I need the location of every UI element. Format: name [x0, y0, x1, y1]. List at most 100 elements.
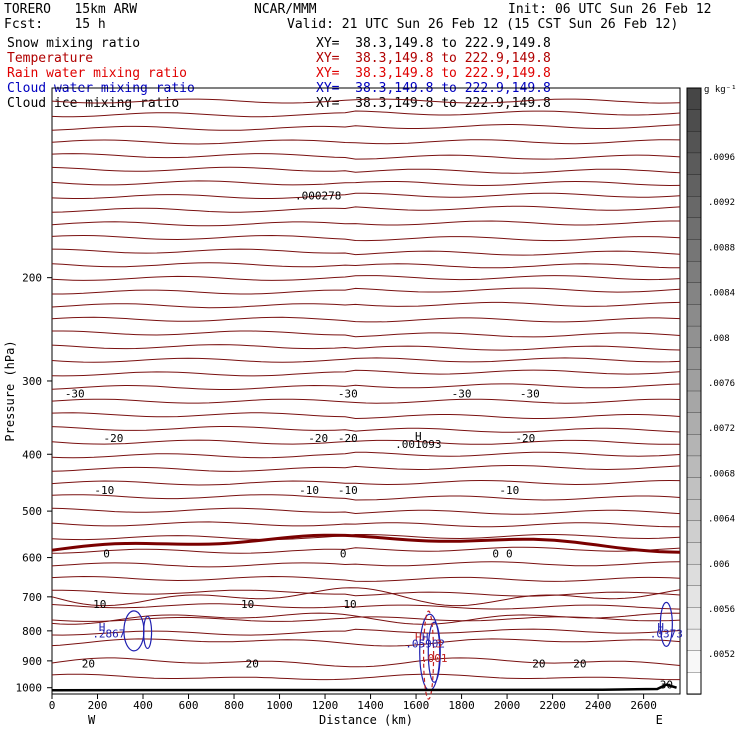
legend-cloud-water-label: Cloud water mixing ratio: [7, 81, 195, 96]
colorbar-cell: [686, 455, 702, 479]
x-tick-label: 2400: [585, 699, 612, 712]
model-title: TORERO 15km ARW: [4, 2, 138, 17]
contour-label: -10: [338, 484, 358, 497]
colorbar-tick-label: .0088: [708, 243, 735, 253]
colorbar-cell: [686, 109, 702, 132]
colorbar-cell: [686, 196, 702, 219]
colorbar-tick-label: .0092: [708, 198, 735, 208]
x-tick-label: 1400: [357, 699, 384, 712]
y-tick-label: 200: [22, 272, 42, 285]
colorbar-border: [686, 87, 702, 695]
plot-frame: [51, 87, 681, 695]
contour-label: -20: [338, 432, 358, 445]
colorbar-cell: [686, 152, 702, 176]
y-tick-label: 600: [22, 552, 42, 565]
colorbar-tick-label: .0064: [708, 515, 735, 525]
x-tick-label: 2600: [630, 699, 657, 712]
isotherm-15-line: [51, 638, 681, 647]
colorbar-tick-label: .008: [708, 334, 730, 344]
y-tick-label: 300: [22, 375, 42, 388]
isotherm-line: [51, 628, 681, 636]
annotation-label: .001: [421, 652, 448, 665]
contour-label: 20: [532, 658, 545, 671]
annotation-label: .001093: [395, 438, 441, 451]
colorbar-tick-label: .0096: [708, 153, 735, 163]
isotherm-line: [51, 344, 681, 351]
colorbar-cell: [686, 542, 702, 565]
isotherm-20-line: [51, 657, 681, 668]
x-tick-label: 1200: [312, 699, 339, 712]
isotherm-line: [51, 439, 681, 445]
isotherm-line: [52, 287, 681, 295]
forecast-hour: Fcst: 15 h: [4, 17, 106, 32]
legend-rain-label: Rain water mixing ratio: [7, 66, 188, 81]
isotherm-line: [51, 357, 681, 363]
contour-label: 20: [82, 658, 95, 671]
contour-label: 0: [340, 547, 347, 560]
colorbar-cell: [686, 520, 702, 544]
isotherm-line: [51, 451, 681, 459]
colorbar-cell: [686, 217, 702, 241]
isotherm-25-line: [51, 673, 680, 681]
x-axis-label: Distance (km): [319, 713, 413, 727]
legend-snow-xy: XY= 38.3,149.8 to 222.9,149.8: [316, 36, 551, 51]
colorbar-tick-label: .006: [708, 560, 730, 570]
x-tick-label: 600: [179, 699, 199, 712]
valid-time: Valid: 21 UTC Sun 26 Feb 12 (15 CST Sun …: [287, 17, 679, 32]
isotherm-line: [51, 546, 681, 554]
isotherm-line: [51, 275, 681, 281]
isotherm-line: [51, 98, 681, 104]
legend-rain-xy: XY= 38.3,149.8 to 222.9,149.8: [316, 66, 551, 81]
contour-label: 20: [246, 658, 259, 671]
annotation-label: .05902: [405, 637, 445, 650]
y-tick-label: 1000: [16, 682, 43, 695]
y-tick-label: 500: [22, 505, 42, 518]
colorbar-cell: [686, 347, 702, 371]
annotation-label: .0373: [650, 627, 683, 640]
colorbar-cell: [686, 131, 702, 154]
contour-label: 10: [343, 598, 356, 611]
contour-label: 0: [506, 547, 513, 560]
moisture-contours: [123, 601, 673, 700]
x-tick-label: 1000: [266, 699, 293, 712]
contour-label: 20: [573, 658, 586, 671]
x-tick-label: 400: [133, 699, 153, 712]
isotherm-line: [51, 205, 681, 213]
terrain-surface-line: [51, 683, 677, 692]
contour-label: 0: [492, 547, 499, 560]
colorbar-cell: [686, 477, 702, 500]
x-end-label-west: W: [88, 713, 96, 727]
annotation-label: H: [415, 430, 422, 443]
isotherm-line: [51, 383, 681, 390]
contour-label: -30: [338, 387, 358, 400]
axes: 0 200 400 600 800 1000 1200 1400 1600 1800 2000 220…: [3, 272, 663, 727]
isotherm-line: [51, 139, 681, 145]
isotherm-line: [51, 398, 681, 404]
annotation-label: .2867: [92, 627, 125, 640]
annotation-label: 3: [435, 637, 442, 650]
terrain-line: [51, 683, 677, 692]
isotherm-0-line: [51, 533, 681, 554]
contour-label: -30: [520, 387, 540, 400]
x-tick-label: 1600: [403, 699, 430, 712]
colorbar-cell: [686, 325, 702, 349]
isotherm-line: [51, 575, 681, 582]
isotherm-line: [51, 369, 681, 377]
contour-label: -20: [308, 432, 328, 445]
colorbar-cell: [686, 628, 702, 652]
legend-temperature-xy: XY= 38.3,149.8 to 222.9,149.8: [316, 51, 551, 66]
isotherm-lower-line: [51, 612, 681, 625]
isotherm-line: [51, 561, 681, 568]
isotherm-line: [51, 110, 681, 118]
temperature-contours: -30 -30 -30 -30-20 -20 -20 -20-10 -10 -10 -100 0 0 0…: [51, 98, 681, 692]
y-tick-label: 400: [22, 448, 42, 461]
cloud-water-contour-west: [142, 615, 153, 650]
colorbar-tick-label: .0076: [708, 379, 735, 389]
isotherm-line: [51, 426, 681, 433]
isotherm-line: [51, 153, 681, 160]
annotation-label: .000278: [295, 190, 341, 203]
colorbar-unit: g kg⁻¹: [704, 85, 737, 95]
colorbar-cell: [686, 672, 702, 695]
colorbar-cell: [686, 304, 702, 327]
